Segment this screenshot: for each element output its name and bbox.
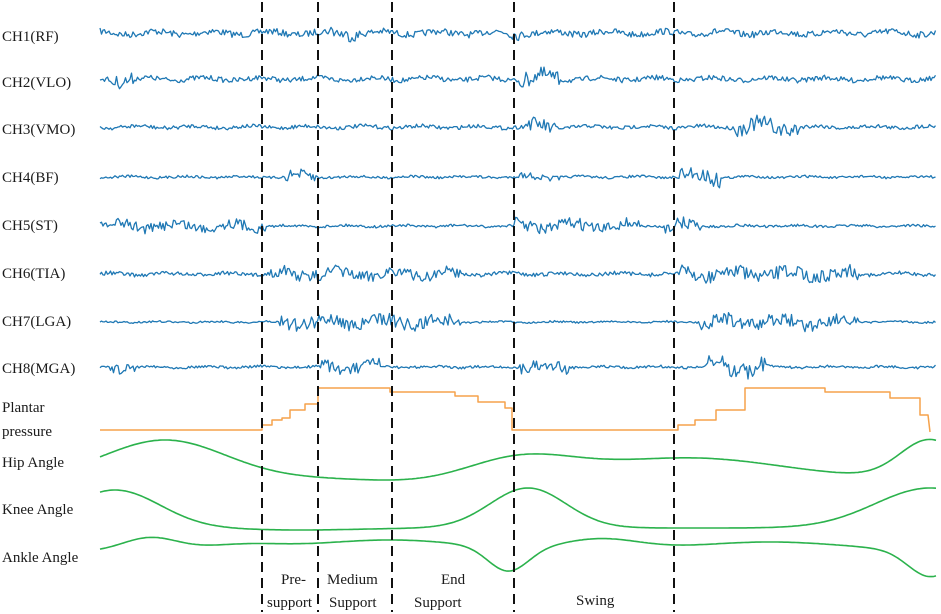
knee-angle-trace <box>99 487 937 531</box>
label-hip-angle: Hip Angle <box>2 455 64 471</box>
label-ch8: CH8(MGA) <box>2 361 75 377</box>
label-ch4: CH4(BF) <box>2 170 59 186</box>
label-ch2: CH2(VLO) <box>2 75 71 91</box>
emg-trace-ch4 <box>99 167 936 189</box>
emg-trace-ch7 <box>99 312 936 333</box>
emg-trace-ch1 <box>99 26 937 43</box>
phase-labels: Pre- support Medium Support End Support … <box>267 572 615 611</box>
emg-trace-ch5 <box>99 216 936 235</box>
label-ch6: CH6(TIA) <box>2 266 65 282</box>
phase-medium-line2: Support <box>329 595 377 611</box>
phase-end-line2: Support <box>414 595 462 611</box>
label-pressure-line1: Plantar <box>2 400 45 416</box>
emg-trace-ch2 <box>99 66 937 90</box>
label-ch7: CH7(LGA) <box>2 314 71 330</box>
label-ch1: CH1(RF) <box>2 29 59 45</box>
phase-end-line1: End <box>441 572 466 588</box>
signal-traces <box>99 26 937 578</box>
emg-trace-ch8 <box>99 355 936 380</box>
label-pressure-line2: pressure <box>2 424 52 440</box>
label-knee-angle: Knee Angle <box>2 502 74 518</box>
label-ankle-angle: Ankle Angle <box>2 550 79 566</box>
emg-trace-ch6 <box>99 263 936 284</box>
phase-presupport-line2: support <box>267 595 313 611</box>
plantar-pressure-trace <box>100 387 931 433</box>
hip-angle-trace <box>99 438 937 481</box>
label-ch3: CH3(VMO) <box>2 122 75 138</box>
label-ch5: CH5(ST) <box>2 218 58 234</box>
emg-trace-ch3 <box>99 114 937 138</box>
phase-swing-label: Swing <box>576 593 615 609</box>
phase-medium-line1: Medium <box>327 572 378 588</box>
phase-dividers <box>261 2 675 612</box>
phase-presupport-line1: Pre- <box>281 572 306 588</box>
ankle-angle-trace <box>99 536 937 578</box>
channel-labels: CH1(RF) CH2(VLO) CH3(VMO) CH4(BF) CH5(ST… <box>2 29 79 566</box>
